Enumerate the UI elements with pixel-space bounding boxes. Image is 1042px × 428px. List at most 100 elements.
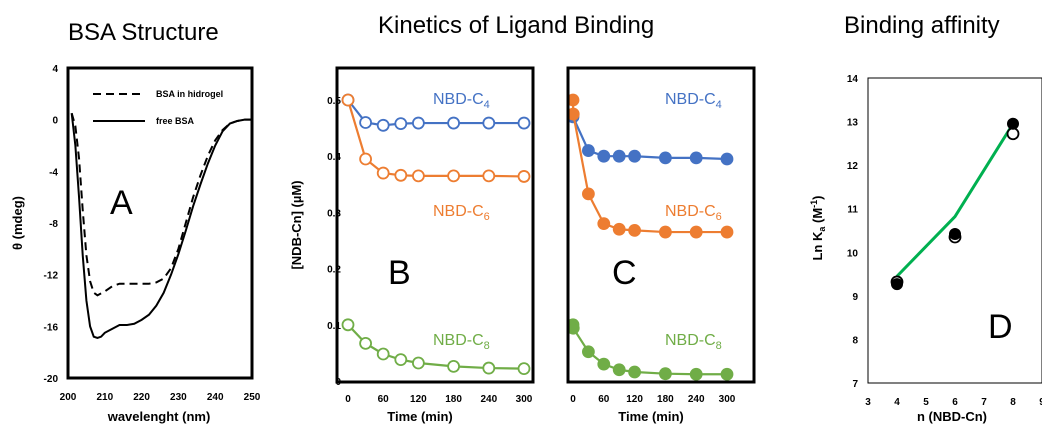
b-x-tick: 0 — [345, 394, 351, 405]
panel-d-open-point — [1006, 127, 1020, 141]
panel-a-x-tick: 220 — [133, 392, 150, 403]
b-series-c6-point — [341, 93, 355, 107]
panel-c-letter: C — [612, 254, 637, 292]
d-ylabel-sub: a — [817, 226, 827, 232]
c8-label-base: NBD-C — [433, 332, 484, 349]
panel-d-x-axis-label: n (NBD-Cn) — [917, 409, 987, 424]
panel-a-y-tick: 4 — [52, 64, 58, 75]
panel-d-y-tick: 7 — [852, 379, 858, 390]
b-x-tick: 120 — [410, 394, 427, 405]
panel-d-letter: D — [988, 308, 1013, 346]
panel-d-filled-point — [1007, 117, 1019, 130]
b-series-c8-point — [359, 336, 373, 350]
c-series-c8-point — [612, 363, 626, 377]
panel-a-x-tick: 210 — [96, 392, 113, 403]
c-series-c6-point — [612, 222, 626, 236]
c-series-c4-point — [582, 144, 595, 157]
c-series-c6-point — [597, 217, 611, 231]
panel-a-series-free-line — [70, 113, 252, 340]
b-series-c6-point — [447, 169, 461, 183]
panel-b-letter: B — [388, 254, 411, 292]
panel-d-fit-line — [895, 122, 1015, 278]
c6-label-base: NBD-C — [665, 203, 716, 220]
c8-label-sub: 8 — [484, 340, 490, 352]
c-series-c4-line — [571, 116, 728, 161]
b-y-tick: 0.3 — [327, 208, 341, 219]
panel-d-filled-point — [949, 227, 961, 240]
legend-dashed-label: BSA in hidrogel — [156, 89, 223, 99]
c-series-c4-point — [597, 149, 611, 163]
panel-b-frame — [335, 66, 535, 384]
c-x-tick: 300 — [719, 394, 736, 405]
b-series-c4-point — [482, 116, 496, 130]
panel-c-label-c6: NBD-C6 — [665, 203, 722, 223]
panel-a-y-tick: -4 — [49, 167, 58, 178]
panel-a-series-hidrogel-line — [70, 112, 252, 297]
b-series-c4-point — [359, 116, 373, 129]
c8-label-base: NBD-C — [665, 332, 716, 349]
panel-a-frame — [66, 66, 254, 380]
panel-a-y-tick: -16 — [44, 322, 59, 333]
panel-b-label-c4: NBD-C4 — [433, 91, 490, 111]
c-series-c4-point — [659, 151, 672, 165]
b-series-c8-point — [447, 359, 461, 373]
b-series-c6-point — [411, 169, 425, 183]
c-series-c6-point — [582, 187, 595, 201]
c-x-tick: 60 — [598, 394, 610, 405]
panel-d-y-tick: 12 — [847, 161, 859, 172]
b-y-tick: 0.1 — [327, 321, 341, 332]
panel-b: 0 60 120 180 240 300 0 0.1 0.2 0.3 0.4 0.5 [NDB-Cn]… — [289, 66, 535, 424]
heading-kinetics: Kinetics of Ligand Binding — [378, 12, 655, 39]
d-ylabel-sup: -1 — [809, 200, 819, 208]
panel-a-x-tick: 230 — [170, 392, 187, 403]
c-series-c6-point — [720, 225, 734, 239]
panel-c: 0 60 120 180 240 300 Time (min) NBD-C4 NBD-C6… — [566, 66, 756, 424]
panel-c-x-axis-label: Time (min) — [618, 409, 684, 424]
c-series-c6-point — [628, 223, 641, 237]
panel-d-y-tick: 9 — [852, 292, 858, 303]
panel-c-label-c4: NBD-C4 — [665, 91, 722, 111]
b-x-tick: 60 — [378, 394, 390, 405]
panel-d-x-tick: 6 — [952, 397, 958, 408]
b-series-c4-point — [394, 117, 408, 131]
c-series-c6-point — [689, 225, 703, 239]
c-series-c8-point — [582, 345, 595, 359]
b-y-tick: 0 — [335, 377, 341, 388]
panel-a-x-tick: 250 — [244, 392, 261, 403]
b-x-tick: 180 — [445, 394, 462, 405]
c6-label-sub: 6 — [484, 211, 490, 223]
b-series-c4-point — [411, 116, 425, 130]
c-series-c4-point — [628, 149, 641, 163]
b-series-c6-point — [394, 168, 408, 182]
b-series-c8-point — [411, 356, 425, 370]
panel-d-y-tick: 11 — [847, 205, 858, 216]
panel-d-y-axis-label: Ln Ka (M-1) — [809, 195, 827, 260]
panel-d-y-tick: 14 — [847, 74, 859, 85]
panel-d-frame — [867, 77, 1042, 384]
c4-label-base: NBD-C — [433, 91, 484, 108]
c-x-tick: 180 — [657, 394, 674, 405]
c-series-c4-point — [689, 151, 703, 165]
b-x-tick: 300 — [516, 394, 533, 405]
panel-d-y-tick: 8 — [852, 335, 858, 346]
panel-a-letter: A — [110, 184, 133, 222]
b-series-c8-point — [394, 353, 408, 367]
heading-binding-affinity: Binding affinity — [844, 12, 1000, 39]
panel-d-y-tick: 13 — [847, 118, 859, 129]
panel-a-y-tick: -8 — [49, 219, 58, 230]
b-series-c6-point — [359, 152, 373, 166]
panel-a-x-tick: 240 — [207, 392, 224, 403]
panel-d-x-tick: 3 — [865, 397, 871, 408]
c6-label-base: NBD-C — [433, 203, 484, 220]
c-x-tick: 240 — [688, 394, 705, 405]
b-series-c4-point — [447, 116, 461, 130]
b-series-c8-point — [482, 361, 496, 375]
panel-a-y-tick: -20 — [44, 374, 59, 385]
panel-d-x-tick: 5 — [923, 397, 929, 408]
panel-d: 3 4 5 6 7 8 9 7 8 9 10 11 12 13 14 Ln Ka (M-1) n (NBD-… — [809, 74, 1042, 424]
c-series-c8-point — [628, 365, 641, 379]
c-series-c6-point — [659, 225, 672, 239]
b-series-c6-point — [482, 169, 496, 183]
b-y-tick: 0.2 — [327, 265, 341, 276]
